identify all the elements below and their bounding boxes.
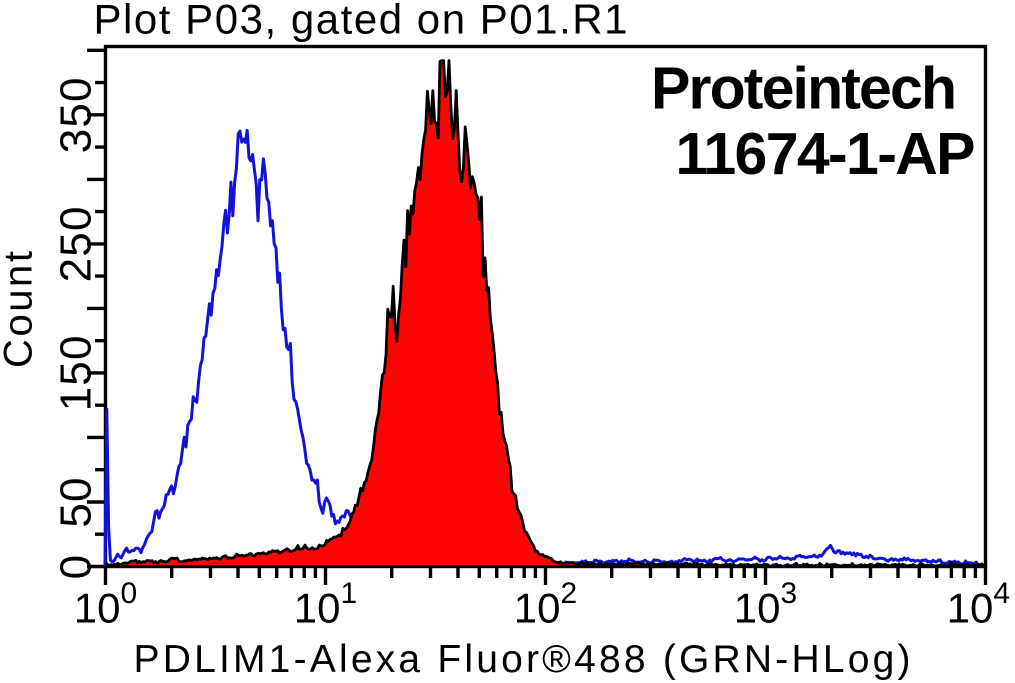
svg-text:100: 100 — [74, 577, 137, 632]
svg-text:PDLIM1-Alexa Fluor®488 (GRN-HL: PDLIM1-Alexa Fluor®488 (GRN-HLog) — [134, 638, 911, 681]
svg-text:104: 104 — [947, 577, 1010, 632]
svg-text:11674-1-AP: 11674-1-AP — [676, 121, 976, 187]
svg-text:Count: Count — [0, 251, 41, 368]
svg-text:50: 50 — [52, 476, 101, 527]
svg-text:350: 350 — [52, 76, 101, 153]
svg-text:Plot P03, gated on P01.R1: Plot P03, gated on P01.R1 — [94, 0, 628, 43]
svg-text:Proteintech: Proteintech — [651, 56, 957, 122]
svg-text:150: 150 — [52, 334, 101, 411]
svg-text:0: 0 — [52, 554, 101, 580]
svg-text:250: 250 — [52, 205, 101, 282]
